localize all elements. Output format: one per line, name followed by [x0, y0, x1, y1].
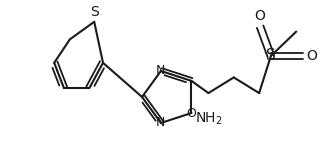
- Text: S: S: [90, 5, 99, 19]
- Text: O: O: [186, 106, 196, 119]
- Text: S: S: [266, 49, 276, 63]
- Text: N: N: [156, 116, 166, 129]
- Text: N: N: [156, 64, 166, 77]
- Text: O: O: [255, 9, 266, 23]
- Text: O: O: [306, 49, 317, 63]
- Text: NH$_2$: NH$_2$: [194, 111, 222, 127]
